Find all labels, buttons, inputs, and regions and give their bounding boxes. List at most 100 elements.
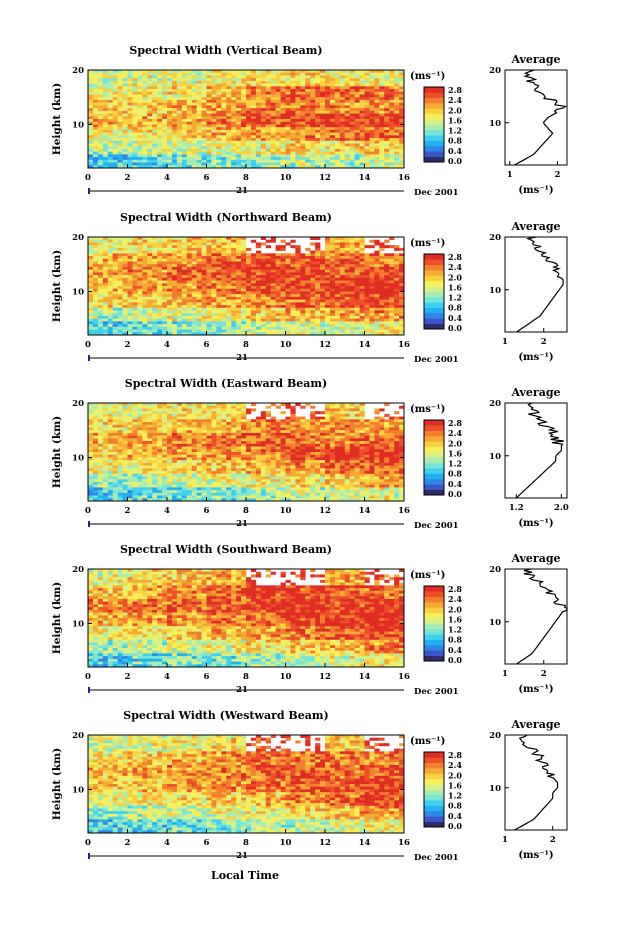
heatmap-cell: [201, 416, 207, 420]
heatmap-cell: [191, 313, 197, 317]
heatmap-cell: [152, 405, 158, 409]
heatmap-cell: [181, 403, 188, 407]
heatmap-cell: [122, 116, 128, 120]
heatmap-cell: [127, 277, 133, 281]
heatmap-cell: [354, 148, 360, 152]
heatmap-cell: [102, 242, 109, 246]
heatmap-cell: [344, 78, 350, 82]
heatmap-cell: [329, 296, 336, 300]
heatmap-cell: [157, 99, 163, 103]
heatmap-cell: [250, 296, 257, 300]
heatmap-cell: [162, 91, 168, 95]
heatmap-cell: [310, 75, 316, 79]
heatmap-cell: [364, 302, 370, 306]
heatmap-cell: [280, 94, 286, 98]
heatmap-cell: [107, 318, 113, 322]
heatmap-cell: [137, 165, 143, 169]
heatmap-cell: [399, 119, 405, 123]
heatmap-cell: [132, 245, 138, 249]
heatmap-cell: [280, 132, 286, 136]
heatmap-cell: [246, 129, 252, 133]
heatmap-cell: [329, 157, 336, 161]
heatmap-cell: [107, 86, 113, 90]
heatmap-cell: [122, 143, 128, 147]
heatmap-cell: [339, 256, 346, 260]
heatmap-cell: [270, 110, 276, 114]
heatmap-cell: [117, 269, 123, 273]
heatmap-cell: [369, 286, 375, 290]
heatmap-cell: [295, 127, 301, 131]
heatmap-cell: [285, 86, 291, 90]
heatmap-cell: [290, 91, 296, 95]
heatmap-cell: [127, 113, 133, 117]
heatmap-cell: [226, 140, 232, 144]
heatmap-cell: [280, 280, 286, 284]
heatmap-cell: [389, 296, 395, 300]
heatmap-cell: [211, 269, 217, 273]
heatmap-cell: [325, 129, 331, 133]
heatmap-cell: [97, 258, 104, 262]
heatmap-cell: [221, 310, 227, 314]
heatmap-cell: [329, 162, 336, 166]
heatmap-cell: [334, 326, 341, 330]
heatmap-cell: [127, 266, 133, 270]
y-axis-label: Height (km): [51, 83, 63, 155]
heatmap-cell: [379, 288, 385, 292]
heatmap-cell: [255, 129, 262, 133]
heatmap-cell: [97, 315, 104, 319]
heatmap-cell: [325, 99, 331, 103]
heatmap-cell: [290, 138, 296, 142]
heatmap-cell: [216, 329, 222, 333]
heatmap-cell: [181, 83, 188, 87]
heatmap-cell: [216, 129, 222, 133]
heatmap-cell: [399, 102, 405, 106]
heatmap-cell: [127, 264, 133, 268]
heatmap-cell: [265, 97, 271, 101]
heatmap-cell: [260, 237, 267, 241]
heatmap-cell: [176, 277, 183, 281]
heatmap-cell: [196, 99, 202, 103]
heatmap-cell: [285, 296, 291, 300]
heatmap-cell: [339, 86, 346, 90]
heatmap-cell: [384, 124, 390, 128]
heatmap-cell: [389, 94, 395, 98]
heatmap-cell: [270, 266, 276, 270]
heatmap-cell: [191, 159, 197, 163]
heatmap-cell: [216, 154, 222, 158]
heatmap-cell: [107, 70, 113, 74]
heatmap-cell: [354, 250, 360, 254]
heatmap-cell: [241, 321, 247, 325]
heatmap-cell: [236, 269, 242, 273]
heatmap-cell: [394, 94, 400, 98]
heatmap-cell: [186, 253, 192, 257]
heatmap-cell: [339, 154, 346, 158]
heatmap-cell: [280, 157, 286, 161]
heatmap-cell: [176, 416, 183, 420]
heatmap-cell: [250, 135, 257, 139]
heatmap-cell: [270, 102, 276, 106]
heatmap-cell: [305, 162, 311, 166]
heatmap-cell: [325, 256, 331, 260]
heatmap-cell: [315, 321, 321, 325]
heatmap-cell: [275, 283, 281, 287]
heatmap-cell: [241, 411, 247, 415]
heatmap-cell: [191, 280, 197, 284]
heatmap-cell: [102, 146, 109, 150]
heatmap-cell: [127, 140, 133, 144]
heatmap-cell: [339, 80, 346, 84]
heatmap-cell: [329, 261, 336, 265]
heatmap-cell: [364, 313, 370, 317]
heatmap-cell: [354, 242, 360, 246]
heatmap-cell: [181, 310, 188, 314]
heatmap-cell: [206, 237, 212, 241]
heatmap-cell: [157, 97, 163, 101]
heatmap-cell: [147, 121, 153, 125]
y-tick-label: 20: [72, 66, 84, 76]
heatmap-cell: [236, 89, 242, 93]
heatmap-cell: [329, 269, 336, 273]
heatmap-cell: [171, 135, 178, 139]
heatmap-cell: [206, 283, 212, 287]
heatmap-cell: [137, 116, 143, 120]
heatmap-cell: [399, 315, 405, 319]
heatmap-cell: [329, 70, 336, 74]
